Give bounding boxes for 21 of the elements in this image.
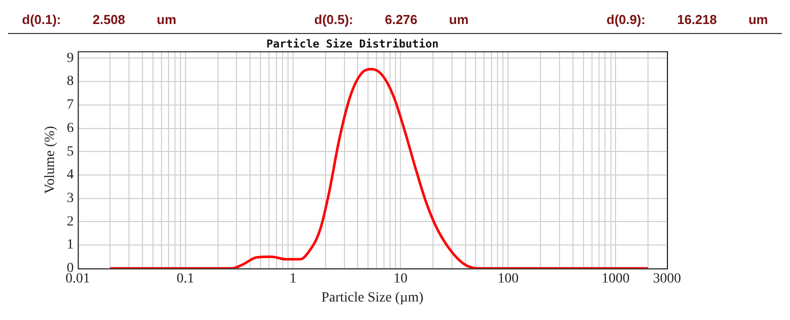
x-tick-label: 1000 — [602, 271, 630, 286]
text: d(0.5): 6.276 um — [314, 12, 469, 26]
y-axis-title: Volume (%) — [43, 126, 58, 194]
x-tick-label: 10 — [394, 271, 408, 286]
x-tick-label: 0.1 — [176, 271, 194, 286]
text: d(0.1): 2.508 um — [22, 12, 176, 26]
y-tick-label: 8 — [66, 74, 74, 90]
y-tick-label: 3 — [66, 191, 74, 206]
y-tick-label: 1 — [66, 238, 74, 253]
y-tick-label: 4 — [66, 168, 74, 183]
y-tick-label: 5 — [66, 144, 74, 160]
x-tick-label: 1 — [289, 271, 296, 286]
y-tick-label: 9 — [66, 50, 74, 66]
x-tick-label: 100 — [498, 271, 519, 286]
y-tick-label: 7 — [66, 98, 74, 113]
x-axis-title: Particle Size (µm) — [321, 290, 424, 306]
text: d(0.9): 16.218 um — [606, 12, 768, 26]
chart-title: Particle Size Distribution — [266, 37, 439, 50]
y-tick-label: 2 — [66, 214, 74, 230]
y-tick-label: 6 — [66, 120, 74, 136]
x-tick-label: 3000 — [653, 271, 681, 286]
